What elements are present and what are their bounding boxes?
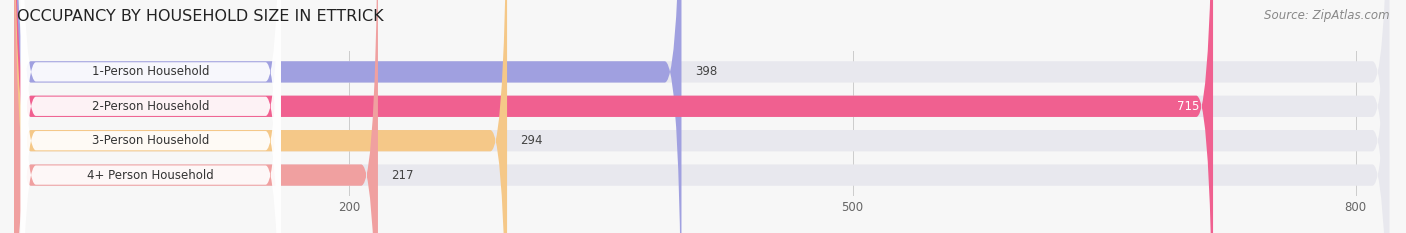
FancyBboxPatch shape — [14, 0, 378, 233]
Text: 715: 715 — [1177, 100, 1199, 113]
Text: 4+ Person Household: 4+ Person Household — [87, 169, 214, 182]
Text: 3-Person Household: 3-Person Household — [91, 134, 209, 147]
FancyBboxPatch shape — [14, 0, 1213, 233]
FancyBboxPatch shape — [21, 0, 281, 233]
FancyBboxPatch shape — [14, 0, 1389, 233]
FancyBboxPatch shape — [14, 0, 1389, 233]
Text: 1-Person Household: 1-Person Household — [91, 65, 209, 78]
FancyBboxPatch shape — [14, 0, 1389, 233]
FancyBboxPatch shape — [14, 0, 508, 233]
FancyBboxPatch shape — [14, 0, 682, 233]
FancyBboxPatch shape — [21, 0, 281, 233]
Text: Source: ZipAtlas.com: Source: ZipAtlas.com — [1264, 9, 1389, 22]
Text: OCCUPANCY BY HOUSEHOLD SIZE IN ETTRICK: OCCUPANCY BY HOUSEHOLD SIZE IN ETTRICK — [17, 9, 384, 24]
Text: 294: 294 — [520, 134, 543, 147]
Text: 217: 217 — [391, 169, 413, 182]
Text: 2-Person Household: 2-Person Household — [91, 100, 209, 113]
Text: 398: 398 — [695, 65, 717, 78]
FancyBboxPatch shape — [21, 0, 281, 233]
FancyBboxPatch shape — [21, 0, 281, 233]
FancyBboxPatch shape — [14, 0, 1389, 233]
